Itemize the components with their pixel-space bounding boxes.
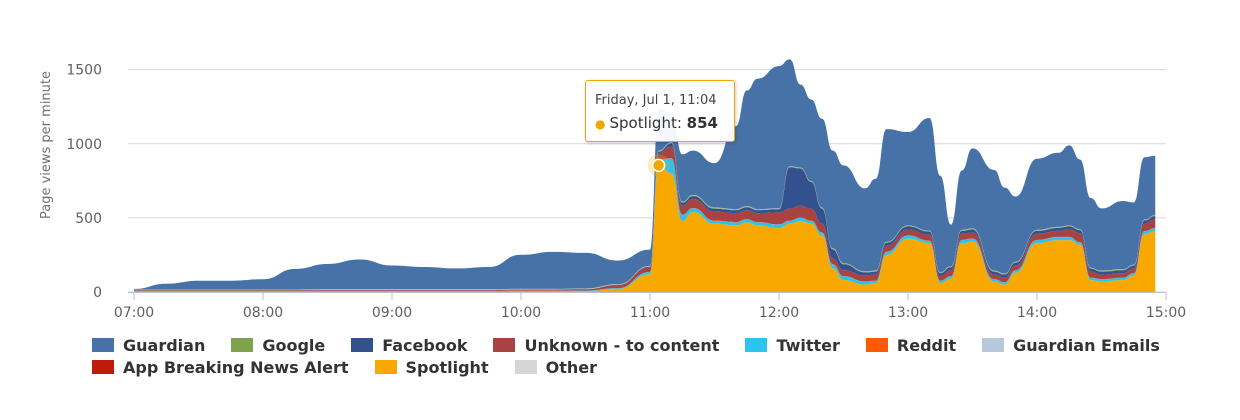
- legend-items: Guardian Google Facebook Unknown - to conte…: [92, 334, 1192, 378]
- legend-swatch: [92, 360, 114, 374]
- legend-label: Unknown - to content: [524, 335, 720, 355]
- legend-label: Guardian: [123, 335, 206, 355]
- legend-item[interactable]: Unknown - to content: [493, 334, 719, 356]
- legend-label: Reddit: [896, 335, 957, 355]
- legend-swatch: [92, 338, 114, 352]
- legend-item[interactable]: Guardian Emails: [982, 334, 1160, 356]
- x-axis: 07:00 08:00 09:00 10:00 11:00 12:00 13:00 14:00…: [114, 292, 1186, 321]
- area-series[interactable]: [134, 165, 1156, 292]
- legend: Guardian Google Facebook Unknown - to conte…: [92, 334, 1192, 378]
- x-tick-label: 09:00: [372, 305, 412, 321]
- y-axis: 0 500 1000 1500: [66, 63, 102, 301]
- legend-label: Other: [545, 357, 597, 377]
- x-tick-label: 13:00: [888, 305, 928, 321]
- legend-swatch: [493, 338, 516, 352]
- legend-item[interactable]: Facebook: [351, 334, 467, 356]
- legend-label: Spotlight: [405, 357, 489, 377]
- legend-label: Twitter: [776, 335, 840, 355]
- tooltip-value: 854: [686, 114, 718, 132]
- x-tick-label: 14:00: [1017, 305, 1057, 321]
- legend-item[interactable]: Spotlight: [374, 356, 489, 378]
- y-tick-label: 0: [93, 285, 102, 301]
- tooltip-date: Friday, Jul 1, 11:04: [595, 93, 717, 108]
- legend-label: App Breaking News Alert: [123, 357, 349, 377]
- legend-item[interactable]: Google: [231, 334, 325, 356]
- legend-swatch: [745, 338, 768, 352]
- legend-item[interactable]: Twitter: [745, 334, 840, 356]
- tooltip-line: ● Spotlight: 854: [595, 114, 718, 132]
- tooltip-dot-icon: ●: [595, 117, 606, 131]
- tooltip-series: Spotlight:: [609, 114, 682, 132]
- x-tick-label: 11:00: [630, 305, 670, 321]
- y-tick-label: 1500: [66, 63, 102, 79]
- x-tick-label: 08:00: [243, 305, 283, 321]
- legend-label: Facebook: [382, 335, 468, 355]
- legend-item[interactable]: App Breaking News Alert: [92, 356, 349, 378]
- legend-swatch: [374, 360, 397, 374]
- legend-swatch: [231, 338, 254, 352]
- y-tick-label: 1000: [66, 137, 102, 153]
- legend-item[interactable]: Guardian: [92, 334, 205, 356]
- hover-point: [651, 158, 666, 173]
- legend-label: Google: [262, 335, 326, 355]
- legend-swatch: [351, 338, 374, 352]
- x-tick-label: 15:00: [1146, 305, 1186, 321]
- legend-swatch: [514, 360, 537, 374]
- legend-item[interactable]: Reddit: [865, 334, 957, 356]
- y-axis-title: Page views per minute: [39, 71, 54, 219]
- legend-label: Guardian Emails: [1013, 335, 1160, 355]
- x-tick-label: 12:00: [759, 305, 799, 321]
- legend-swatch: [982, 338, 1005, 352]
- tooltip: Friday, Jul 1, 11:04 ● Spotlight: 854: [585, 80, 735, 142]
- x-tick-label: 07:00: [114, 305, 154, 321]
- y-tick-label: 500: [75, 211, 102, 227]
- hover-marker: [647, 154, 670, 177]
- area-series-layer[interactable]: [134, 59, 1156, 292]
- x-tick-label: 10:00: [501, 305, 541, 321]
- legend-item[interactable]: Other: [514, 356, 597, 378]
- legend-swatch: [865, 338, 888, 352]
